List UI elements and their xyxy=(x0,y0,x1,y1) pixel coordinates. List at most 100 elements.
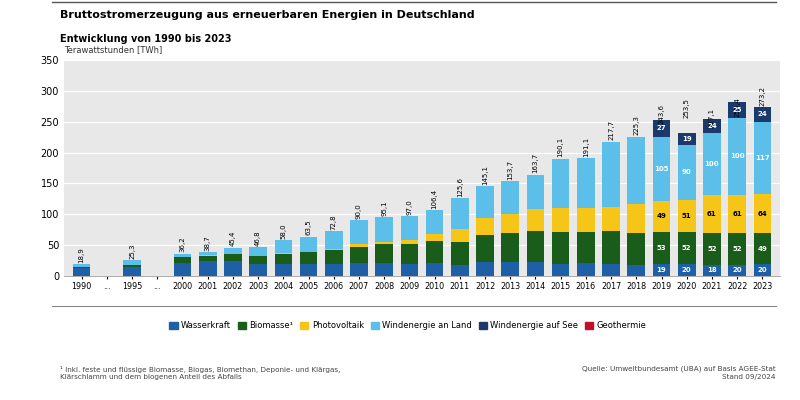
Text: 253,5: 253,5 xyxy=(684,98,690,118)
Text: 105: 105 xyxy=(654,166,669,172)
Bar xyxy=(426,210,443,234)
Bar xyxy=(350,263,368,276)
Bar xyxy=(502,262,519,276)
Bar xyxy=(174,257,191,263)
Legend: Wasserkraft, Biomasse¹, Photovoltaik, Windenergie an Land, Windenergie auf See, : Wasserkraft, Biomasse¹, Photovoltaik, Wi… xyxy=(166,318,650,334)
Text: 100: 100 xyxy=(705,161,719,167)
Bar xyxy=(703,119,721,134)
Bar xyxy=(602,207,620,232)
Text: 117: 117 xyxy=(755,155,770,161)
Bar xyxy=(627,233,645,265)
Bar xyxy=(73,264,90,267)
Bar xyxy=(728,118,746,195)
Bar xyxy=(627,265,645,276)
Text: 191,1: 191,1 xyxy=(583,136,589,156)
Bar xyxy=(754,122,771,194)
Text: Quelle: Umweltbundesamt (UBA) auf Basis AGEE-Stat
Stand 09/2024: Quelle: Umweltbundesamt (UBA) auf Basis … xyxy=(582,366,776,380)
Bar xyxy=(325,248,342,250)
Text: 125,6: 125,6 xyxy=(457,177,463,197)
Bar xyxy=(502,214,519,233)
Text: 46,8: 46,8 xyxy=(255,230,261,246)
Bar xyxy=(754,107,771,122)
Text: ¹ Inkl. feste und flüssige Biomasse, Biogas, Biomethan, Deponie- und Klärgas,
Kl: ¹ Inkl. feste und flüssige Biomasse, Bio… xyxy=(60,366,340,380)
Text: 90,0: 90,0 xyxy=(356,203,362,219)
Bar xyxy=(401,244,418,264)
Bar xyxy=(224,254,242,261)
Text: 273,2: 273,2 xyxy=(759,86,766,106)
Bar xyxy=(476,218,494,235)
Text: 52: 52 xyxy=(732,246,742,252)
Text: 63,5: 63,5 xyxy=(306,220,311,235)
Text: 49: 49 xyxy=(657,214,666,220)
Bar xyxy=(451,265,469,276)
Bar xyxy=(274,240,292,253)
Text: 51: 51 xyxy=(682,213,691,219)
Text: 97,0: 97,0 xyxy=(406,199,412,214)
Text: 20: 20 xyxy=(758,267,767,273)
Bar xyxy=(577,263,594,276)
Bar xyxy=(602,142,620,207)
Text: 163,7: 163,7 xyxy=(533,153,538,174)
Text: 25,3: 25,3 xyxy=(129,243,135,259)
Bar xyxy=(274,254,292,264)
Bar xyxy=(653,232,670,264)
Bar xyxy=(426,234,443,241)
Bar xyxy=(728,195,746,232)
Bar xyxy=(476,262,494,276)
Bar xyxy=(300,237,318,252)
Text: Bruttostromerzeugung aus erneuerbaren Energien in Deutschland: Bruttostromerzeugung aus erneuerbaren En… xyxy=(60,10,474,20)
Bar xyxy=(426,241,443,263)
Text: 53: 53 xyxy=(657,245,666,251)
Text: 36,2: 36,2 xyxy=(179,236,186,252)
Text: 237,1: 237,1 xyxy=(709,108,715,128)
Bar xyxy=(123,267,141,276)
Bar xyxy=(73,268,90,276)
Bar xyxy=(602,264,620,276)
Bar xyxy=(602,232,620,264)
Text: 38,7: 38,7 xyxy=(205,235,210,250)
Text: 95,1: 95,1 xyxy=(381,200,387,216)
Text: 52: 52 xyxy=(682,245,691,251)
Bar xyxy=(526,231,544,262)
Bar xyxy=(476,235,494,262)
Bar xyxy=(552,159,570,208)
Text: 24: 24 xyxy=(758,111,767,117)
Bar xyxy=(199,256,217,261)
Bar xyxy=(728,102,746,118)
Bar xyxy=(653,120,670,136)
Bar xyxy=(250,256,267,264)
Bar xyxy=(325,250,342,264)
Text: Terawattstunden [TWh]: Terawattstunden [TWh] xyxy=(64,46,162,55)
Bar xyxy=(754,194,771,234)
Bar xyxy=(375,217,393,242)
Bar xyxy=(174,263,191,276)
Bar xyxy=(451,242,469,265)
Text: 153,7: 153,7 xyxy=(507,160,514,180)
Text: 145,1: 145,1 xyxy=(482,165,488,185)
Bar xyxy=(426,263,443,276)
Bar xyxy=(728,232,746,265)
Bar xyxy=(526,262,544,276)
Bar xyxy=(552,264,570,276)
Text: 255,4: 255,4 xyxy=(734,97,740,117)
Bar xyxy=(627,204,645,233)
Bar xyxy=(250,264,267,276)
Text: 49: 49 xyxy=(758,246,767,252)
Bar xyxy=(350,244,368,247)
Bar xyxy=(375,244,393,264)
Text: 217,7: 217,7 xyxy=(608,120,614,140)
Bar xyxy=(703,134,721,195)
Bar xyxy=(300,252,318,264)
Bar xyxy=(577,232,594,263)
Bar xyxy=(375,242,393,244)
Bar xyxy=(451,230,469,242)
Bar xyxy=(123,260,141,265)
Bar xyxy=(653,201,670,232)
Text: 27: 27 xyxy=(657,125,666,131)
Bar xyxy=(350,220,368,244)
Bar xyxy=(401,240,418,244)
Text: 61: 61 xyxy=(707,211,717,217)
Text: 19: 19 xyxy=(657,267,666,273)
Bar xyxy=(300,264,318,276)
Text: 106,4: 106,4 xyxy=(432,189,438,209)
